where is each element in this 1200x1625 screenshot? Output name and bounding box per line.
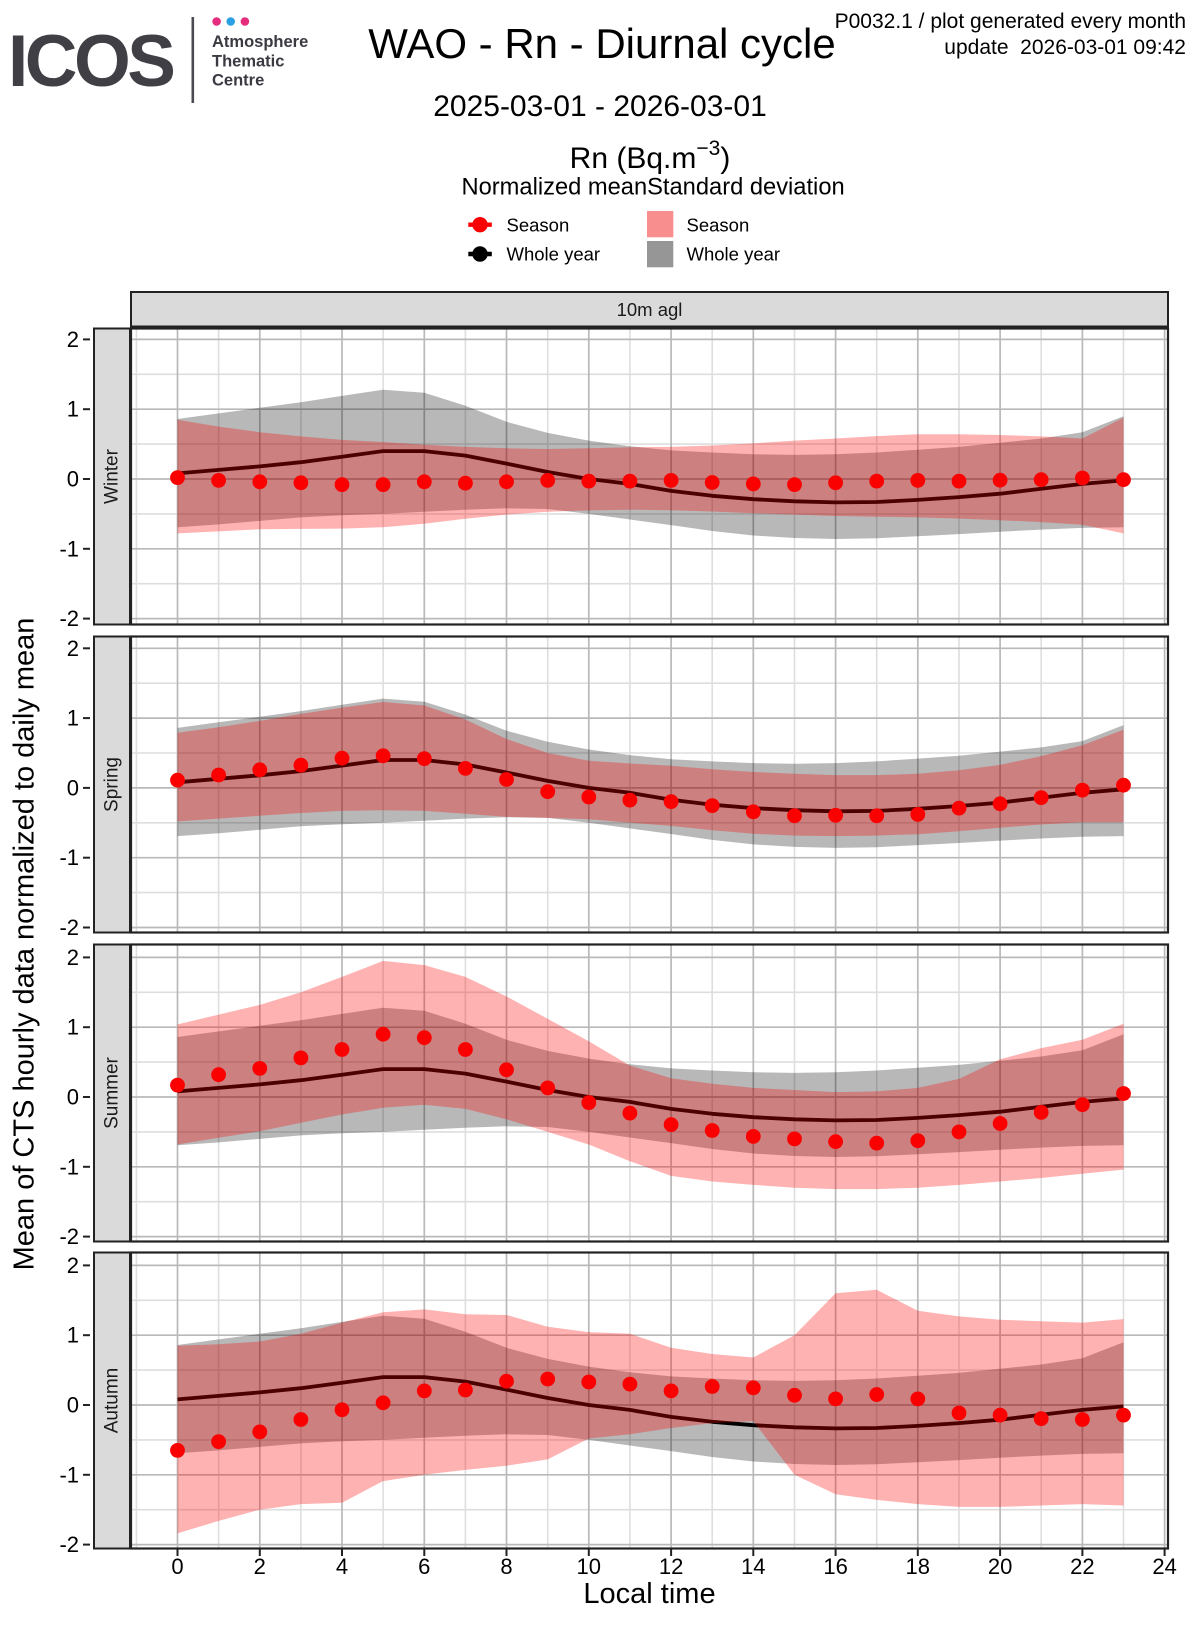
svg-text:22: 22 (1070, 1554, 1094, 1579)
svg-text:24: 24 (1152, 1554, 1176, 1579)
svg-text:P0032.1 / plot generated every: P0032.1 / plot generated every month (835, 10, 1186, 33)
svg-text:1: 1 (67, 1015, 79, 1040)
svg-text:6: 6 (418, 1554, 430, 1579)
svg-text:Mean of CTS hourly data normal: Mean of CTS hourly data normalized to da… (9, 618, 41, 1271)
svg-text:Thematic: Thematic (212, 52, 284, 70)
svg-text:-1: -1 (59, 845, 79, 870)
svg-text:Season: Season (507, 214, 570, 235)
svg-text:12: 12 (659, 1554, 683, 1579)
svg-text:2: 2 (67, 1253, 79, 1278)
svg-text:update 2026-03-01 09:42: update 2026-03-01 09:42 (944, 36, 1186, 59)
svg-text:20: 20 (988, 1554, 1012, 1579)
svg-text:2: 2 (254, 1554, 266, 1579)
svg-text:-2: -2 (59, 1532, 79, 1557)
svg-text:Whole year: Whole year (507, 244, 601, 265)
svg-text:Spring: Spring (102, 757, 123, 812)
svg-text:Summer: Summer (102, 1056, 123, 1128)
svg-text:Autumn: Autumn (102, 1368, 123, 1433)
svg-text:-2: -2 (59, 915, 79, 940)
svg-text:-2: -2 (59, 1224, 79, 1249)
svg-text:Centre: Centre (212, 72, 264, 90)
svg-text:-1: -1 (59, 1462, 79, 1487)
svg-text:18: 18 (906, 1554, 930, 1579)
svg-text:-1: -1 (59, 1154, 79, 1179)
svg-text:1: 1 (67, 1323, 79, 1348)
svg-text:2: 2 (67, 327, 79, 352)
svg-text:-2: -2 (59, 606, 79, 631)
svg-text:0: 0 (67, 1085, 79, 1110)
svg-text:Whole year: Whole year (687, 244, 781, 265)
svg-text:Atmosphere: Atmosphere (212, 33, 308, 51)
svg-text:16: 16 (823, 1554, 847, 1579)
svg-text:0: 0 (171, 1554, 183, 1579)
svg-text:Normalized meanStandard deviat: Normalized meanStandard deviation (462, 175, 845, 201)
svg-text:2: 2 (67, 945, 79, 970)
svg-text:2025-03-01 - 2026-03-01: 2025-03-01 - 2026-03-01 (433, 90, 767, 123)
svg-text:10: 10 (577, 1554, 601, 1579)
svg-text:0: 0 (67, 775, 79, 800)
svg-text:10m agl: 10m agl (617, 299, 683, 320)
svg-text:4: 4 (336, 1554, 348, 1579)
svg-text:Local time: Local time (583, 1578, 715, 1610)
svg-text:-1: -1 (59, 536, 79, 561)
svg-text:1: 1 (67, 397, 79, 422)
svg-text:2: 2 (67, 636, 79, 661)
svg-text:Season: Season (687, 214, 750, 235)
svg-text:ICOS: ICOS (8, 21, 176, 102)
svg-text:0: 0 (67, 1393, 79, 1418)
svg-text:14: 14 (741, 1554, 765, 1579)
svg-text:0: 0 (67, 467, 79, 492)
svg-text:WAO - Rn - Diurnal cycle: WAO - Rn - Diurnal cycle (368, 20, 836, 67)
svg-text:Winter: Winter (102, 448, 123, 504)
svg-text:8: 8 (500, 1554, 512, 1579)
svg-text:1: 1 (67, 706, 79, 731)
